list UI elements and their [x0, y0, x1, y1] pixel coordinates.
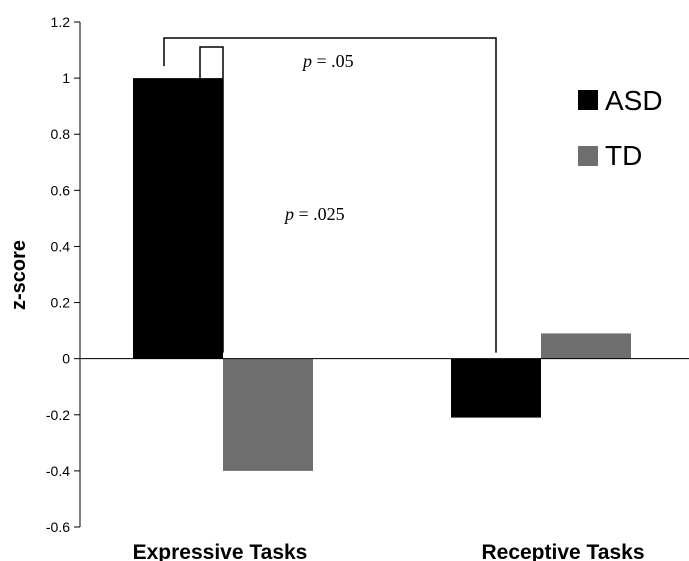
- significance-brackets: [163, 37, 497, 353]
- bar-td-expressive: [223, 358, 313, 471]
- annotation-p025: p = .025: [283, 204, 345, 224]
- legend-swatch-td: [578, 146, 598, 166]
- y-tick-label: 1: [62, 70, 70, 86]
- y-tick-labels: -0.6 -0.4 -0.2 0 0.2 0.4 0.6 0.8 1 1.2: [46, 14, 70, 535]
- bracket-asd-expressive-vs-receptive: [163, 37, 497, 353]
- category-label-receptive: Receptive Tasks: [481, 541, 644, 561]
- annotation-p05-symbol: p: [301, 51, 312, 71]
- annotation-p025-value: = .025: [294, 204, 345, 224]
- annotation-p05-value: = .05: [312, 51, 354, 71]
- annotation-p025-symbol: p: [283, 204, 294, 224]
- bar-asd-expressive: [133, 78, 223, 359]
- y-tick-label: 1.2: [51, 14, 71, 30]
- y-tick-label: 0.4: [51, 238, 71, 254]
- category-label-expressive: Expressive Tasks: [133, 541, 308, 561]
- legend-label-td: TD: [605, 140, 642, 171]
- legend-swatch-asd: [578, 90, 598, 110]
- y-tick-label: 0.2: [51, 295, 71, 311]
- y-tick-label: -0.6: [46, 519, 70, 535]
- y-tick-label: -0.4: [46, 463, 70, 479]
- bar-td-receptive: [541, 333, 631, 359]
- bar-asd-receptive: [451, 358, 541, 418]
- y-tick-label: 0: [62, 351, 70, 367]
- annotation-p05: p = .05: [301, 51, 354, 71]
- bars: [133, 78, 631, 471]
- y-axis: [74, 21, 81, 528]
- y-tick-label: -0.2: [46, 407, 70, 423]
- legend-label-asd: ASD: [605, 85, 663, 116]
- y-tick-label: 0.8: [51, 126, 71, 142]
- y-tick-label: 0.6: [51, 182, 71, 198]
- bracket-expressive-asd-vs-td: [199, 46, 224, 353]
- y-axis-label: z-score: [8, 240, 30, 310]
